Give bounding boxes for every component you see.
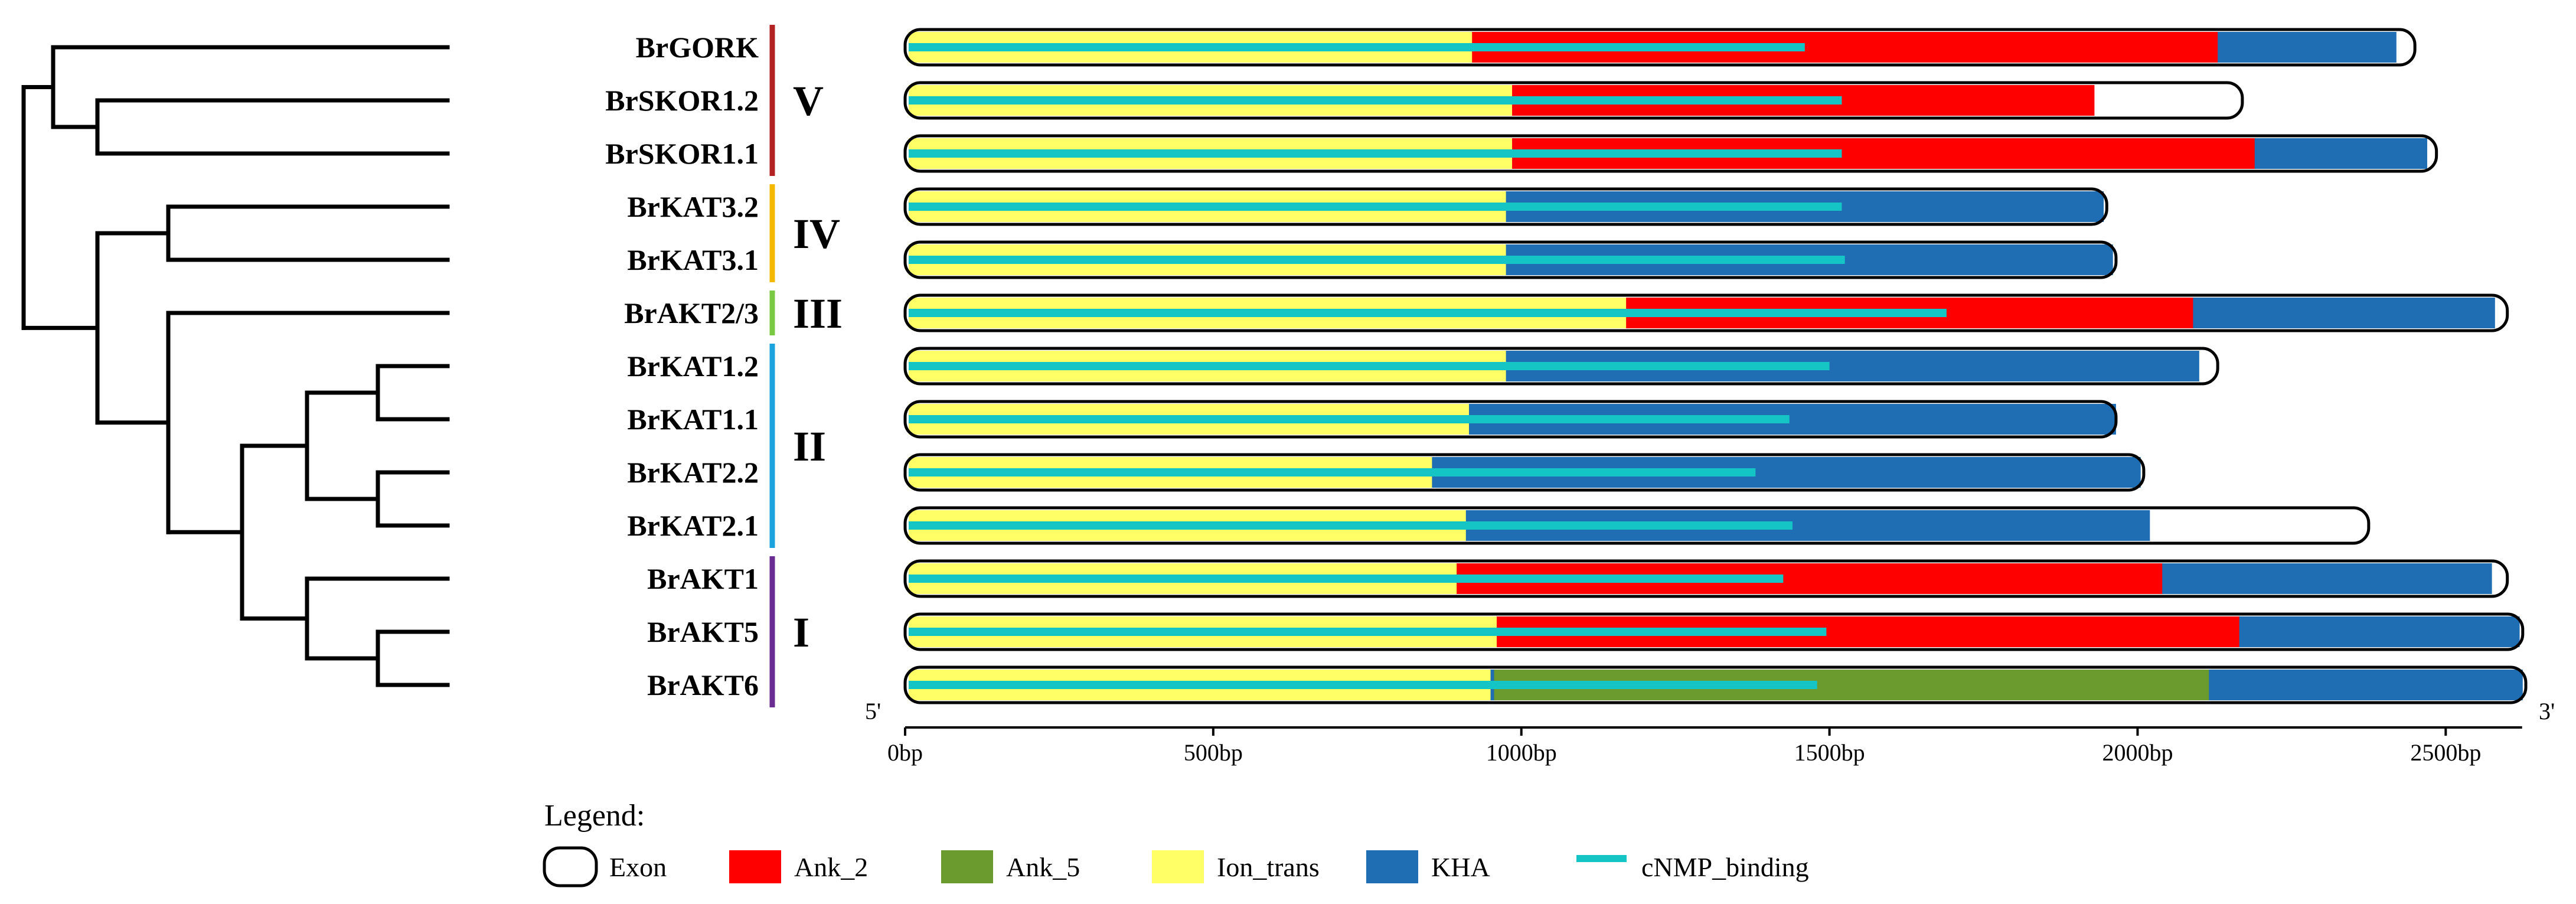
legend-label-ion-trans: Ion_trans <box>1217 852 1320 882</box>
gene-row-brskor1-2 <box>903 81 2244 120</box>
legend-swatch-kha <box>1366 850 1418 883</box>
gene-row-brkat2-2 <box>903 453 2146 492</box>
gene-structures <box>903 28 2528 704</box>
axis-tick-label: 500bp <box>1184 739 1243 766</box>
gene-row-brakt2-3 <box>903 293 2509 332</box>
domain-cnmp-binding <box>909 256 1845 264</box>
legend-swatch-ank-5 <box>941 850 993 883</box>
axis-tick-label: 1000bp <box>1486 739 1557 766</box>
legend-swatch-exon <box>543 846 598 887</box>
exon-outline <box>903 28 2417 67</box>
gene-label-brakt5: BrAKT5 <box>647 615 759 648</box>
gene-label-brgork: BrGORK <box>636 31 759 64</box>
gene-label-brakt1: BrAKT1 <box>647 562 759 595</box>
gene-row-brkat1-2 <box>903 347 2219 386</box>
legend-label-kha: KHA <box>1431 852 1490 882</box>
gene-row-brgork <box>903 28 2417 67</box>
gene-row-brakt5 <box>903 612 2525 651</box>
exon-outline <box>903 240 2118 279</box>
legend-item-kha: KHA <box>1366 850 1490 883</box>
gene-label-brkat3-1: BrKAT3.1 <box>627 243 759 276</box>
legend-title: Legend: <box>544 799 645 833</box>
legend-swatch-ion-trans <box>1152 850 1204 883</box>
exon-outline <box>903 400 2118 439</box>
axis-tick-label: 2000bp <box>2102 739 2173 766</box>
group-label-ii: II <box>793 423 826 470</box>
exon-outline <box>903 506 2371 545</box>
domain-cnmp-binding <box>909 43 1805 51</box>
legend-label-exon: Exon <box>609 852 667 882</box>
legend-label-cnmp-binding: cNMP_binding <box>1641 852 1809 882</box>
domain-cnmp-binding <box>909 628 1827 636</box>
gene-row-brkat3-2 <box>903 187 2108 226</box>
axis-tick-label: 1500bp <box>1794 739 1865 766</box>
group-label-i: I <box>793 609 809 656</box>
domain-cnmp-binding <box>909 149 1842 158</box>
domain-cnmp-binding <box>909 681 1817 689</box>
gene-row-brkat3-1 <box>903 240 2118 279</box>
legend-item-ion-trans: Ion_trans <box>1152 850 1320 883</box>
gene-label-brkat3-2: BrKAT3.2 <box>627 190 759 223</box>
exon-outline <box>903 665 2528 704</box>
legend-item-ank-2: Ank_2 <box>729 850 868 883</box>
five-prime-label: 5' <box>865 698 881 724</box>
legend-swatch-ank-2 <box>729 850 781 883</box>
gene-label-brkat1-2: BrKAT1.2 <box>627 350 759 383</box>
domain-cnmp-binding <box>909 96 1842 105</box>
gene-row-brakt1 <box>903 559 2509 598</box>
gene-labels: BrGORK BrSKOR1.2 BrSKOR1.1 BrKAT3.2 BrKAT3.1… <box>605 31 759 701</box>
exon-outline <box>903 347 2219 386</box>
exon-outline <box>903 187 2108 226</box>
gene-label-brakt6: BrAKT6 <box>647 668 759 701</box>
gene-label-brkat2-1: BrKAT2.1 <box>627 509 759 542</box>
group-label-iii: III <box>793 290 843 337</box>
legend-item-cnmp-binding: cNMP_binding <box>1576 852 1809 882</box>
gene-row-brkat1-1 <box>903 400 2118 439</box>
phylogenetic-tree <box>21 45 450 687</box>
gene-label-brkat2-2: BrKAT2.2 <box>627 456 759 489</box>
gene-row-brakt6 <box>903 665 2528 704</box>
domain-cnmp-binding <box>909 521 1793 530</box>
exon-outline <box>903 134 2438 173</box>
gene-row-brskor1-1 <box>903 134 2438 173</box>
domain-cnmp-binding <box>909 309 1947 317</box>
legend-item-ank-5: Ank_5 <box>941 850 1080 883</box>
exon-outline <box>903 81 2244 120</box>
group-label-iv: IV <box>793 210 840 257</box>
legend: Legend: Exon Ank_2 Ank_5 Ion_trans KHA cNMP_b… <box>543 799 1809 887</box>
legend-label-ank-2: Ank_2 <box>794 852 868 882</box>
axis-tick-label: 2500bp <box>2410 739 2481 766</box>
legend-item-exon: Exon <box>543 846 667 887</box>
axis-tick-label: 0bp <box>887 739 923 766</box>
three-prime-label: 3' <box>2539 698 2555 724</box>
legend-label-ank-5: Ank_5 <box>1006 852 1080 882</box>
gene-row-brkat2-1 <box>903 506 2371 545</box>
gene-label-brakt2-3: BrAKT2/3 <box>624 296 759 329</box>
domain-cnmp-binding <box>909 362 1830 370</box>
exon-outline <box>903 612 2525 651</box>
domain-cnmp-binding <box>909 415 1790 423</box>
exon-outline <box>903 559 2509 598</box>
domain-cnmp-binding <box>909 468 1756 477</box>
gene-label-brskor1-2: BrSKOR1.2 <box>605 84 759 117</box>
gene-label-brskor1-1: BrSKOR1.1 <box>605 137 759 170</box>
bp-axis: 5' 3' 0bp 500bp 1000bp 1500bp 2000bp 2500bp <box>865 698 2555 766</box>
legend-swatch-cnmp-binding <box>1576 855 1627 862</box>
exon-outline <box>903 293 2509 332</box>
group-label-v: V <box>793 77 824 125</box>
domain-cnmp-binding <box>909 203 1842 211</box>
gene-label-brkat1-1: BrKAT1.1 <box>627 403 759 436</box>
exon-outline <box>903 453 2146 492</box>
domain-cnmp-binding <box>909 575 1784 583</box>
